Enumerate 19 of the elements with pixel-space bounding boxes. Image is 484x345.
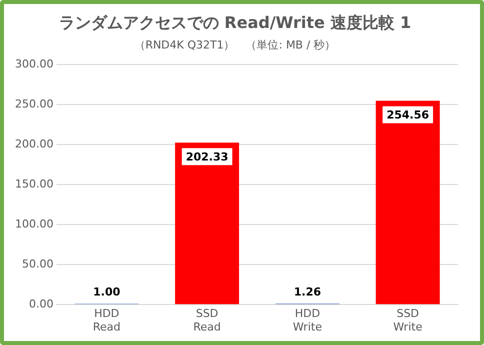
- y-tick-label: 300.00: [14, 57, 54, 70]
- chart-subtitle: （RND4K Q32T1） （単位: MB / 秒）: [134, 38, 336, 52]
- y-tick-label: 0.00: [28, 297, 54, 310]
- x-tick-label: SSD Write: [393, 307, 423, 334]
- x-tick-label: HDD Write: [292, 307, 322, 334]
- data-label: 1.26: [294, 285, 322, 298]
- data-label: 254.56: [386, 108, 430, 122]
- y-tick-label: 100.00: [14, 217, 54, 230]
- x-tick-label: HDD Read: [92, 307, 120, 334]
- bar: [175, 142, 240, 304]
- bar: [376, 100, 440, 304]
- data-label: 202.33: [186, 150, 228, 164]
- chart-title: ランダムアクセスでの Read/Write 速度比較 1: [58, 12, 412, 32]
- y-tick-label: 250.00: [14, 97, 54, 110]
- y-tick-label: 50.00: [22, 257, 54, 270]
- data-label: 1.00: [93, 286, 121, 299]
- y-tick-label: 200.00: [14, 137, 54, 150]
- y-tick-label: 150.00: [14, 177, 54, 190]
- x-tick-label: SSD Read: [193, 307, 221, 334]
